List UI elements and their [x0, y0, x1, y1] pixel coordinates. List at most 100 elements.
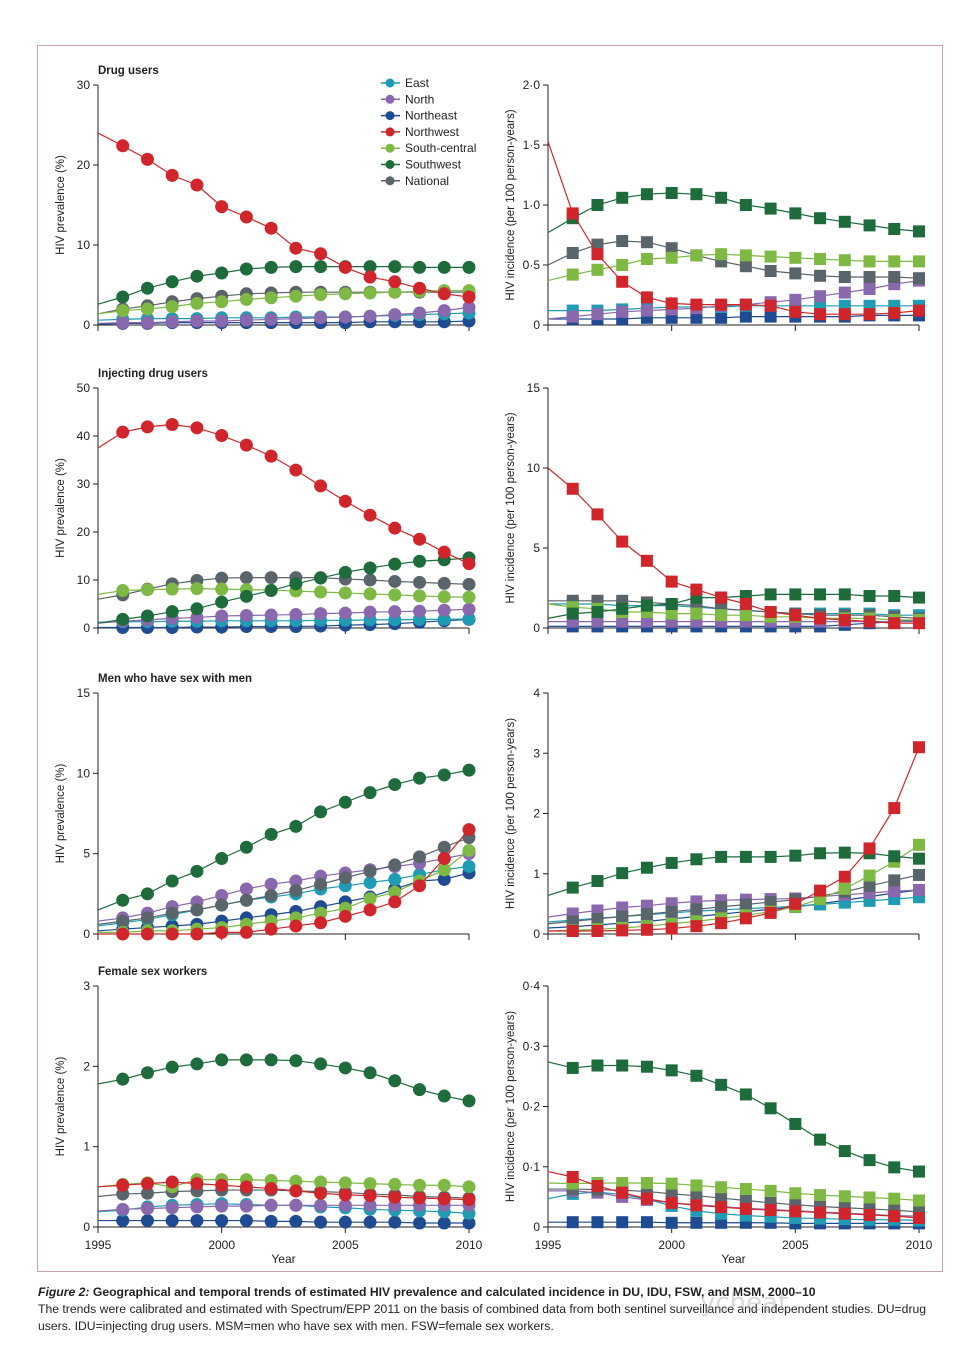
series-line — [547, 1170, 920, 1219]
data-point — [690, 853, 703, 866]
data-point — [566, 247, 579, 259]
data-point — [264, 1214, 278, 1228]
data-point — [739, 609, 752, 622]
data-point — [913, 272, 925, 285]
data-point — [116, 316, 130, 330]
legend-item: Southwest — [381, 158, 462, 172]
y-axis-label: HIV incidence (per 100 person-years) — [505, 109, 517, 300]
data-point — [413, 532, 427, 546]
data-point — [764, 1102, 777, 1115]
data-point — [838, 271, 851, 283]
data-point — [665, 575, 678, 588]
y-tick-label: 0 — [83, 318, 90, 332]
data-point — [437, 576, 451, 590]
data-point — [215, 851, 229, 865]
data-point — [388, 1177, 402, 1191]
legend-label: Northwest — [405, 125, 460, 139]
y-axis-label: HIV incidence (per 100 person-years) — [505, 1011, 517, 1202]
data-point — [165, 1201, 179, 1215]
series-line — [97, 865, 470, 927]
data-point — [215, 609, 229, 623]
y-tick-label: 15 — [527, 381, 541, 395]
data-point — [363, 876, 377, 890]
data-point — [388, 275, 402, 289]
data-point — [363, 864, 377, 878]
data-point — [838, 215, 851, 228]
data-point — [616, 924, 629, 937]
data-point — [863, 615, 876, 628]
data-point — [165, 315, 179, 329]
y-tick-label: 1 — [533, 867, 540, 881]
series-line — [548, 314, 919, 320]
series-line — [98, 618, 470, 629]
data-point — [264, 221, 278, 235]
data-point — [413, 306, 427, 320]
chart-msm-prev: 0 5 10 15 HIV prevalence (%) Men who have sex… — [55, 673, 476, 941]
data-point — [591, 912, 604, 925]
data-point — [264, 608, 278, 622]
y-axis-label: HIV prevalence (%) — [55, 155, 67, 255]
data-point — [215, 1053, 229, 1067]
data-point — [665, 1187, 678, 1200]
data-point — [289, 260, 303, 274]
y-tick-label: 3 — [533, 746, 540, 760]
series-northwest — [547, 1170, 925, 1224]
data-point — [462, 590, 476, 604]
data-point — [739, 298, 752, 311]
data-point — [715, 1181, 728, 1194]
data-point — [140, 609, 154, 623]
data-point — [413, 281, 427, 295]
data-point — [739, 912, 752, 925]
data-point — [888, 271, 901, 283]
data-point — [215, 1199, 229, 1213]
data-point — [116, 1214, 130, 1228]
data-point — [215, 898, 229, 912]
y-tick-label: 10 — [527, 461, 541, 475]
data-point — [715, 591, 728, 604]
data-point — [665, 598, 678, 610]
series-line — [97, 576, 470, 600]
data-point — [888, 307, 901, 319]
data-point — [289, 289, 303, 303]
data-point — [814, 1189, 827, 1202]
series-southwest — [547, 1059, 925, 1178]
chart-du-prev: 0 10 20 30 HIV prevalence (%) Drug users East N… — [55, 65, 476, 332]
data-point — [140, 1177, 154, 1191]
data-point — [338, 1215, 352, 1229]
data-point — [289, 1174, 303, 1188]
series-line — [547, 593, 920, 619]
x-tick-label: 2010 — [456, 1238, 483, 1252]
data-point — [338, 871, 352, 885]
data-point — [566, 482, 579, 495]
data-point — [215, 1178, 229, 1192]
series-line — [97, 872, 470, 932]
series-line — [547, 1061, 920, 1173]
data-point — [814, 308, 827, 321]
data-point — [814, 1133, 827, 1146]
series-line — [547, 852, 920, 897]
series-northwest — [97, 132, 476, 304]
data-point — [640, 861, 653, 874]
data-point — [437, 851, 451, 865]
series-line — [548, 746, 920, 932]
data-point — [363, 1215, 377, 1229]
data-point — [289, 1184, 303, 1198]
data-point — [462, 577, 476, 591]
data-point — [289, 874, 303, 888]
data-point — [289, 819, 303, 833]
data-point — [388, 895, 402, 909]
data-point — [690, 583, 703, 596]
data-point — [338, 565, 352, 579]
chart-fsw-prev: 0 1 2 3 1995 2000 2005 2010 Year HIV prevalence (… — [55, 966, 483, 1266]
data-point — [888, 885, 901, 898]
legend-marker — [385, 127, 395, 137]
data-point — [215, 429, 229, 443]
data-point — [739, 898, 752, 911]
data-point — [314, 247, 328, 261]
data-point — [264, 922, 278, 936]
data-point — [190, 602, 204, 616]
series-line — [97, 423, 470, 565]
data-point — [190, 1200, 204, 1214]
data-point — [591, 508, 604, 521]
data-point — [665, 187, 678, 199]
